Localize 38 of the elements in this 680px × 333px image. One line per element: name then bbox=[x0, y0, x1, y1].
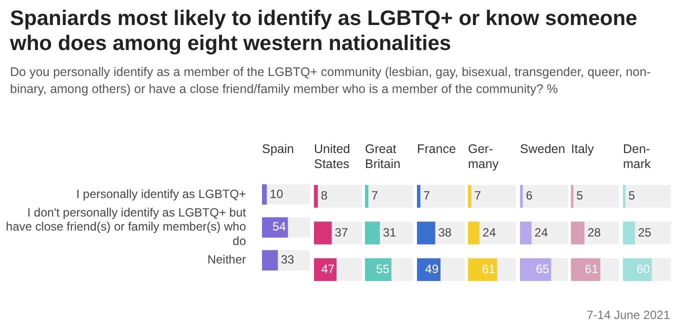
data-label: 7 bbox=[474, 188, 482, 203]
data-label: 38 bbox=[438, 225, 452, 240]
data-label: 6 bbox=[525, 188, 532, 203]
data-label: 7 bbox=[371, 188, 378, 203]
data-label: 25 bbox=[638, 225, 652, 240]
text: Spaniards most likely to identify as LGBTQ+ or know someone who does among eight western nationalities bbox=[10, 6, 638, 56]
data-label: 5 bbox=[628, 188, 635, 203]
data-label: 24 bbox=[482, 225, 496, 240]
chart-title: Den- mark bbox=[622, 142, 652, 171]
data-label: 55 bbox=[376, 262, 390, 276]
data-label: 31 bbox=[382, 225, 397, 240]
chart-title: Spain bbox=[262, 142, 294, 156]
chart-title: Ger- many bbox=[468, 142, 500, 171]
chart-title: France bbox=[416, 142, 456, 156]
data-label: 37 bbox=[334, 225, 348, 240]
y-tick-label: I don't personally identify as LGBTQ+ but have close friend(s) or family member(s) who do bbox=[6, 205, 247, 248]
text: 7-14 June 2021 bbox=[586, 308, 670, 322]
chart-title: United States bbox=[314, 142, 350, 171]
data-label: 5 bbox=[576, 188, 584, 203]
data-label: 60 bbox=[636, 262, 650, 276]
data-label: 8 bbox=[320, 188, 328, 203]
chart-title: Great Britain bbox=[365, 142, 400, 171]
data-label: 47 bbox=[320, 262, 334, 276]
y-tick-label: I personally identify as LGBTQ+ bbox=[76, 186, 246, 201]
data-label: 49 bbox=[424, 262, 438, 276]
data-label: 7 bbox=[422, 188, 430, 203]
data-label: 65 bbox=[535, 262, 550, 276]
data-label: 61 bbox=[584, 262, 599, 276]
data-label: 28 bbox=[587, 225, 602, 240]
text: Do you personally identify as a member of the LGBTQ+ community (lesbian, gay, bisexual, transgender, queer, non-binary, among others) or have a close friend/family member who is a member of the community? % bbox=[10, 64, 652, 98]
chart-title: Italy bbox=[571, 142, 595, 156]
y-tick-label: Neither bbox=[207, 252, 246, 267]
data-label: 10 bbox=[270, 186, 284, 201]
chart-title: Sweden bbox=[520, 142, 565, 156]
data-label: 54 bbox=[272, 220, 286, 234]
data-label: 61 bbox=[482, 262, 496, 276]
data-label: 24 bbox=[534, 225, 548, 240]
data-label: 33 bbox=[280, 252, 295, 267]
